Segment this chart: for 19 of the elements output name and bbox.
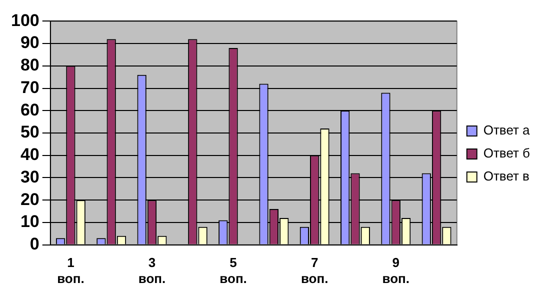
x-tick-label: 3 воп. bbox=[138, 255, 166, 286]
x-tick-label: 5 воп. bbox=[220, 255, 247, 286]
legend-label: Ответ а bbox=[483, 122, 531, 138]
y-tick-label: 10 bbox=[20, 212, 40, 232]
y-tick-label: 70 bbox=[20, 78, 40, 97]
y-tick-label: 90 bbox=[20, 33, 40, 52]
x-tick-label: 7 воп. bbox=[300, 255, 328, 286]
y-tick-label: 30 bbox=[20, 167, 40, 186]
y-tick-label: 50 bbox=[20, 122, 40, 142]
y-tick-label: 60 bbox=[20, 100, 40, 120]
y-tick-label: 20 bbox=[20, 190, 40, 209]
x-tick-label: 1 воп. bbox=[57, 255, 84, 286]
y-tick-label: 0 bbox=[30, 234, 40, 254]
legend-label: Ответ в bbox=[483, 168, 530, 184]
legend-label: Ответ б bbox=[483, 146, 530, 161]
x-tick-label: 9 воп. bbox=[382, 255, 410, 286]
y-tick-label: 40 bbox=[20, 145, 40, 164]
y-tick-label: 100 bbox=[10, 10, 40, 30]
y-tick-label: 80 bbox=[20, 56, 40, 75]
